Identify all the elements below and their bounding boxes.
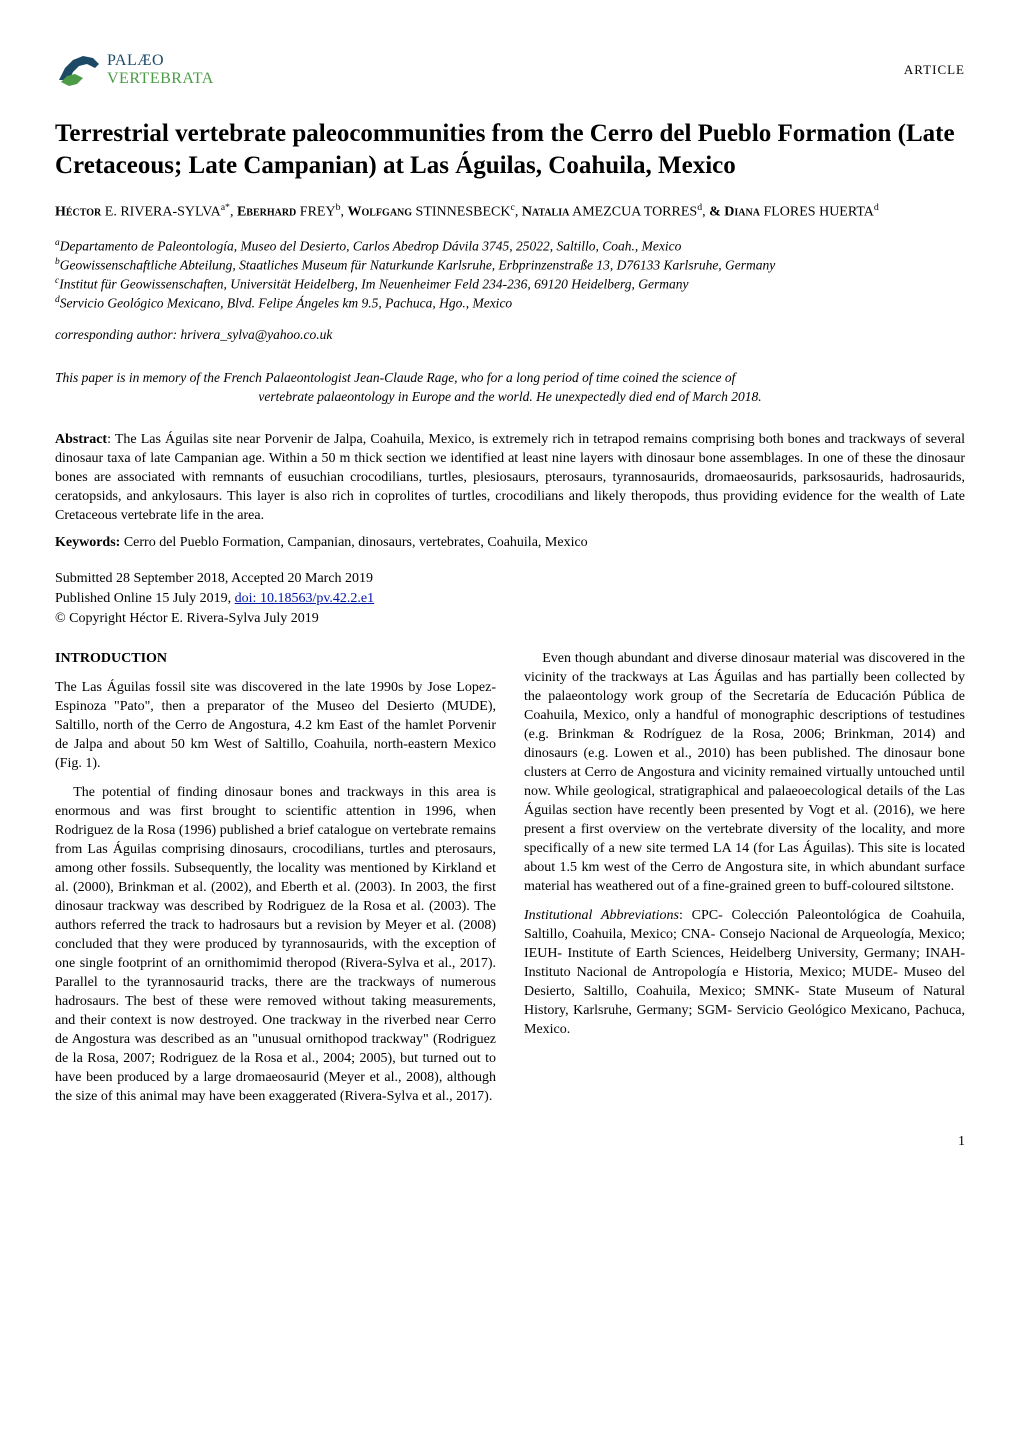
keywords: Keywords: Cerro del Pueblo Formation, Ca…: [55, 535, 965, 551]
keywords-text: Cerro del Pueblo Formation, Campanian, d…: [120, 535, 587, 550]
affil-a: aDepartamento de Paleontología, Museo de…: [55, 237, 965, 256]
right-p1: Even though abundant and diverse dinosau…: [524, 649, 965, 896]
affil-d: dServicio Geológico Mexicano, Blvd. Feli…: [55, 294, 965, 313]
ampersand: &: [709, 205, 721, 220]
author-1-last: E. RIVERA-SYLVA: [105, 205, 221, 220]
dedication-line-1: This paper is in memory of the French Pa…: [55, 370, 735, 385]
journal-logo: PALÆO VERTEBRATA: [55, 50, 214, 90]
right-column: Even though abundant and diverse dinosau…: [524, 649, 965, 1117]
author-5-last: FLORES HUERTA: [763, 205, 873, 220]
lizard-icon: [55, 50, 101, 90]
abbrev-heading: Institutional Abbreviations: [524, 908, 679, 923]
affiliations: aDepartamento de Paleontología, Museo de…: [55, 237, 965, 314]
author-1-affil: a*: [221, 202, 230, 213]
author-1-first: Héctor: [55, 205, 101, 220]
author-3-first: Wolfgang: [347, 205, 412, 220]
abstract-label: Abstract: [55, 432, 107, 447]
abbrev-text: : CPC- Colección Paleontológica de Coahu…: [524, 908, 965, 1037]
logo-line-1: PALÆO: [107, 52, 214, 70]
abstract: Abstract: The Las Águilas site near Porv…: [55, 430, 965, 525]
section-heading-introduction: INTRODUCTION: [55, 649, 496, 668]
published-text: Published Online 15 July 2019,: [55, 591, 235, 606]
intro-p1: The Las Águilas fossil site was discover…: [55, 678, 496, 773]
dedication-line-2: vertebrate palaeontology in Europe and t…: [55, 388, 965, 406]
author-2-last: FREY: [300, 205, 336, 220]
page-number: 1: [55, 1134, 965, 1150]
author-3-last: STINNESBECK: [416, 205, 511, 220]
article-type: ARTICLE: [904, 62, 965, 78]
two-column-body: INTRODUCTION The Las Águilas fossil site…: [55, 649, 965, 1117]
page-header: PALÆO VERTEBRATA ARTICLE: [55, 50, 965, 90]
logo-line-2: VERTEBRATA: [107, 70, 214, 88]
left-column: INTRODUCTION The Las Águilas fossil site…: [55, 649, 496, 1117]
author-5-affil: d: [874, 202, 879, 213]
doi-link[interactable]: doi: 10.18563/pv.42.2.e1: [235, 591, 374, 606]
author-4-first: Natalia: [522, 205, 570, 220]
article-title: Terrestrial vertebrate paleocommunities …: [55, 118, 965, 182]
published-line: Published Online 15 July 2019, doi: 10.1…: [55, 589, 965, 609]
corresponding-author: corresponding author: hrivera_sylva@yaho…: [55, 327, 965, 343]
author-list: Héctor E. RIVERA-SYLVAa*, Eberhard FREYb…: [55, 202, 965, 221]
institutional-abbreviations: Institutional Abbreviations: CPC- Colecc…: [524, 906, 965, 1039]
abstract-text: : The Las Águilas site near Porvenir de …: [55, 432, 965, 523]
author-5-first: Diana: [724, 205, 760, 220]
submitted-accepted: Submitted 28 September 2018, Accepted 20…: [55, 569, 965, 589]
intro-p2: The potential of finding dinosaur bones …: [55, 783, 496, 1107]
keywords-label: Keywords:: [55, 535, 120, 550]
author-4-last: AMEZCUA TORRES: [572, 205, 697, 220]
publication-meta: Submitted 28 September 2018, Accepted 20…: [55, 569, 965, 629]
journal-name: PALÆO VERTEBRATA: [107, 52, 214, 88]
dedication: This paper is in memory of the French Pa…: [55, 369, 965, 406]
copyright: © Copyright Héctor E. Rivera-Sylva July …: [55, 609, 965, 629]
affil-b: bGeowissenschaftliche Abteilung, Staatli…: [55, 256, 965, 275]
affil-c: cInstitut für Geowissenschaften, Univers…: [55, 275, 965, 294]
author-2-first: Eberhard: [237, 205, 296, 220]
